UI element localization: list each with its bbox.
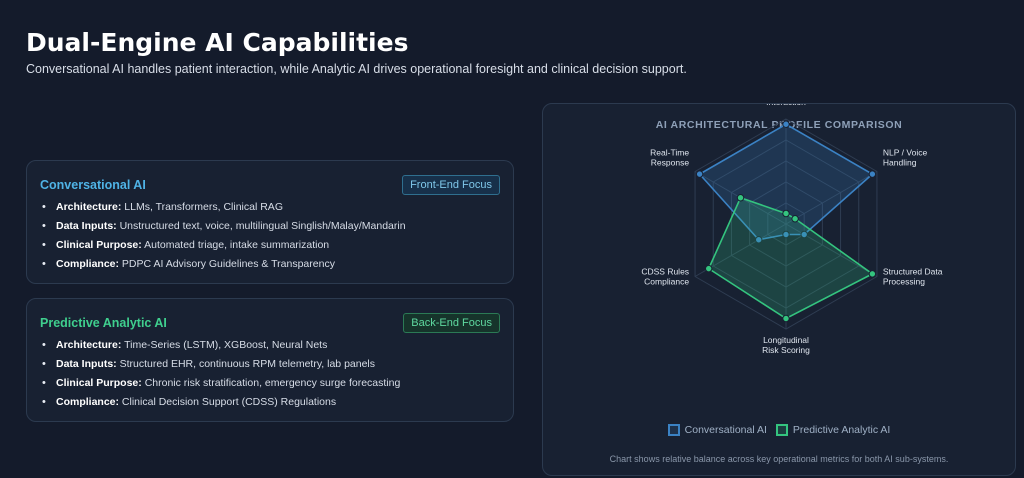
- axis-label-line: Structured Data: [883, 267, 943, 277]
- list-item: Compliance: Clinical Decision Support (C…: [41, 396, 400, 415]
- chart-legend: Conversational AI Predictive Analytic AI: [543, 424, 1015, 439]
- data-point: [782, 314, 790, 323]
- list-item: Compliance: PDPC AI Advisory Guidelines …: [41, 258, 406, 277]
- item-text: PDPC AI Advisory Guidelines & Transparen…: [119, 258, 335, 270]
- page-title: Dual-Engine AI Capabilities: [26, 28, 409, 57]
- list-item: Data Inputs: Structured EHR, continuous …: [41, 358, 400, 377]
- axis-label: Real-Time Response: [650, 148, 689, 168]
- legend-label: Predictive Analytic AI: [792, 424, 891, 436]
- axis-label: CDSS Rules Compliance: [641, 267, 689, 287]
- data-point: [755, 236, 763, 244]
- series-predictive-area: [707, 196, 874, 320]
- legend-label: Conversational AI: [684, 424, 767, 436]
- item-text: LLMs, Transformers, Clinical RAG: [121, 201, 283, 213]
- item-label: Architecture:: [56, 201, 122, 213]
- axis-label-line: NLP / Voice: [883, 148, 928, 158]
- list-item: Architecture: Time-Series (LSTM), XGBoos…: [41, 339, 400, 358]
- list-item: Data Inputs: Unstructured text, voice, m…: [41, 220, 406, 239]
- legend-swatch: [775, 424, 788, 436]
- item-label: Clinical Purpose:: [56, 377, 142, 389]
- axis-label: Structured Data Processing: [883, 267, 943, 287]
- data-point: [782, 120, 790, 128]
- item-text: Chronic risk stratification, emergency s…: [141, 377, 401, 389]
- item-text: Time-Series (LSTM), XGBoost, Neural Nets: [121, 339, 328, 351]
- legend-item-conversational[interactable]: Conversational AI: [667, 424, 767, 436]
- data-point: [782, 230, 790, 239]
- list-item: Clinical Purpose: Automated triage, inta…: [41, 239, 406, 258]
- chart-panel: AI ARCHITECTURAL PROFILE COMPARISON Fron…: [542, 103, 1016, 476]
- conversational-ai-card: Conversational AI Front-End Focus Archit…: [26, 160, 514, 284]
- axis-spoke: [785, 171, 878, 225]
- item-text: Clinical Decision Support (CDSS) Regulat…: [119, 396, 337, 408]
- axis-label-line: Longitudinal: [763, 335, 809, 345]
- axis-label-line: Response: [651, 158, 690, 168]
- item-text: Unstructured text, voice, multilingual S…: [116, 220, 406, 232]
- item-label: Compliance:: [56, 258, 120, 270]
- axis-label-line: CDSS Rules: [641, 267, 689, 277]
- axis-label-line: Real-Time: [650, 148, 689, 158]
- chart-title: AI ARCHITECTURAL PROFILE COMPARISON: [655, 119, 903, 131]
- item-label: Architecture:: [56, 339, 122, 351]
- data-point: [868, 270, 877, 278]
- axis-label: Longitudinal Risk Scoring: [762, 335, 810, 355]
- page-subtitle: Conversational AI handles patient intera…: [26, 62, 687, 76]
- axis-label-line: Interaction: [766, 104, 806, 107]
- data-point: [736, 194, 745, 202]
- item-label: Data Inputs:: [56, 358, 117, 370]
- axis-label: NLP / Voice Handling: [883, 148, 928, 168]
- data-point: [791, 215, 799, 223]
- data-point: [800, 230, 808, 239]
- axis-label-line: Compliance: [644, 277, 689, 287]
- data-point: [705, 264, 713, 273]
- card-title: Conversational AI: [40, 178, 146, 192]
- list-item: Architecture: LLMs, Transformers, Clinic…: [41, 201, 406, 220]
- feature-list: Architecture: LLMs, Transformers, Clinic…: [41, 201, 406, 277]
- list-item: Clinical Purpose: Chronic risk stratific…: [41, 377, 400, 396]
- axis-label-line: Risk Scoring: [762, 345, 810, 355]
- predictive-ai-card: Predictive Analytic AI Back-End Focus Ar…: [26, 298, 514, 422]
- feature-list: Architecture: Time-Series (LSTM), XGBoos…: [41, 339, 400, 415]
- axis-label-line: Handling: [883, 158, 917, 168]
- item-text: Structured EHR, continuous RPM telemetry…: [116, 358, 376, 370]
- axis-label-line: Processing: [883, 277, 925, 287]
- item-label: Compliance:: [56, 396, 120, 408]
- data-point: [782, 209, 790, 218]
- axis-label: Front-EndInteraction: [766, 104, 806, 107]
- item-label: Clinical Purpose:: [56, 239, 142, 251]
- card-title: Predictive Analytic AI: [40, 316, 167, 330]
- focus-badge: Front-End Focus: [402, 175, 500, 195]
- data-point: [868, 170, 877, 178]
- item-text: Automated triage, intake summarization: [141, 239, 330, 251]
- focus-badge: Back-End Focus: [403, 313, 500, 333]
- legend-item-predictive[interactable]: Predictive Analytic AI: [775, 424, 891, 436]
- data-point: [695, 170, 704, 178]
- chart-footnote: Chart shows relative balance across key …: [609, 454, 949, 464]
- item-label: Data Inputs:: [56, 220, 117, 232]
- legend-swatch: [667, 424, 680, 436]
